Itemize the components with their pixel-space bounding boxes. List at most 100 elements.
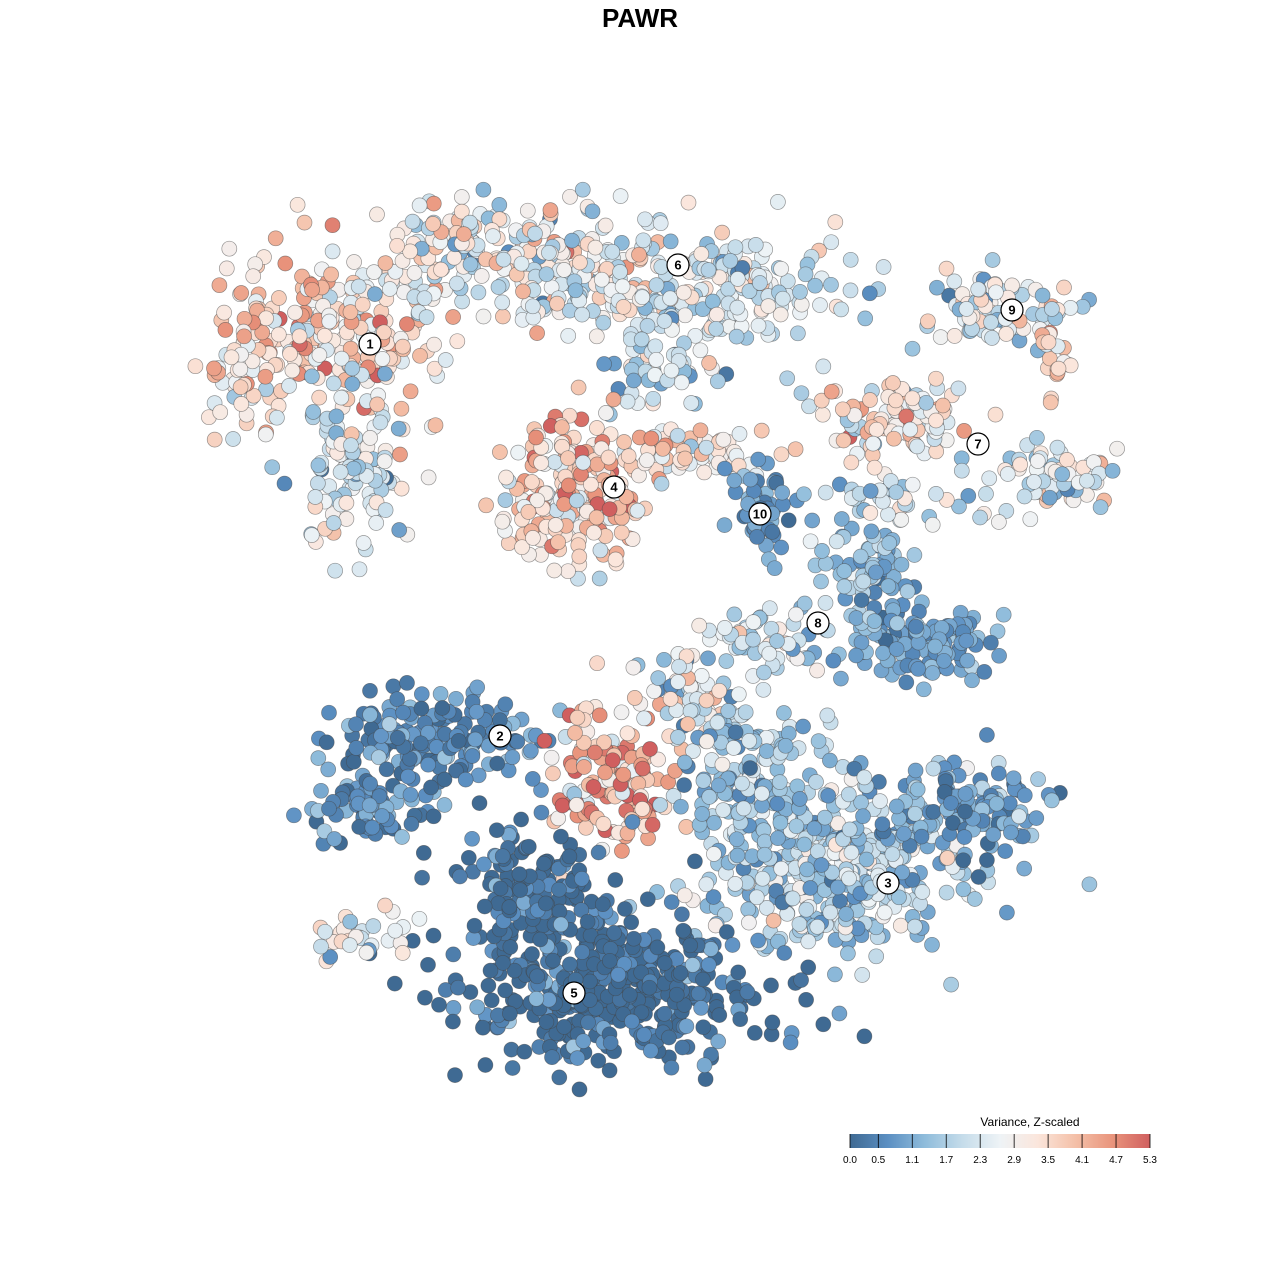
data-point <box>206 360 222 377</box>
data-point <box>665 788 682 804</box>
data-point <box>316 327 333 344</box>
legend-colorbar <box>850 1134 1150 1148</box>
data-point <box>362 430 378 446</box>
data-point <box>233 285 250 301</box>
data-point <box>475 1019 491 1036</box>
data-point <box>756 833 773 850</box>
data-point <box>544 1049 560 1066</box>
data-point <box>907 762 924 779</box>
data-point <box>692 342 709 359</box>
data-point <box>710 1033 727 1050</box>
cluster-label-badge <box>876 871 900 895</box>
data-point <box>731 426 748 442</box>
data-point <box>355 535 372 551</box>
data-point <box>348 740 365 756</box>
data-point <box>1016 860 1033 877</box>
data-point <box>348 716 364 733</box>
data-point <box>450 733 467 749</box>
data-point <box>995 606 1012 623</box>
legend-tick-label: 1.1 <box>905 1155 919 1166</box>
data-point <box>466 917 483 934</box>
cluster-label-badge <box>602 475 626 499</box>
data-point <box>350 278 367 295</box>
data-point <box>594 896 611 913</box>
data-point <box>494 513 511 530</box>
data-point <box>958 632 975 649</box>
data-point <box>318 734 335 751</box>
data-point <box>987 406 1004 423</box>
data-point <box>791 791 808 807</box>
data-point <box>970 869 987 885</box>
cluster-label-text: 1 <box>366 337 373 352</box>
data-point <box>806 820 823 837</box>
cluster-label-badge <box>488 724 512 748</box>
data-point <box>831 1005 848 1022</box>
data-point <box>663 1059 680 1076</box>
data-point <box>790 325 806 342</box>
data-point <box>817 595 834 611</box>
data-point <box>817 809 833 826</box>
data-point <box>644 816 661 833</box>
data-point <box>822 752 838 769</box>
data-point <box>554 419 570 436</box>
data-point <box>393 480 410 497</box>
data-point <box>959 652 976 669</box>
data-point <box>848 610 865 626</box>
data-point <box>677 450 693 467</box>
data-point <box>693 1000 709 1016</box>
data-point <box>722 252 739 269</box>
data-point <box>367 286 383 302</box>
data-point <box>524 771 541 787</box>
data-point <box>304 281 320 298</box>
data-point <box>983 314 999 331</box>
data-point <box>1029 429 1045 446</box>
data-point <box>929 279 945 296</box>
data-point <box>313 782 329 799</box>
data-point <box>773 260 789 277</box>
data-point <box>746 1025 763 1041</box>
data-point <box>281 378 297 394</box>
data-point <box>606 925 623 941</box>
data-point <box>554 797 571 814</box>
data-point <box>1042 394 1059 411</box>
data-point <box>446 249 463 266</box>
data-point <box>654 440 671 457</box>
data-point <box>834 401 851 418</box>
data-point <box>766 560 783 577</box>
data-point <box>567 725 583 741</box>
data-point <box>853 592 870 608</box>
data-point <box>619 393 636 410</box>
data-point <box>550 534 566 551</box>
data-point <box>206 431 223 448</box>
data-point <box>225 431 241 447</box>
data-point <box>390 420 407 437</box>
data-point <box>1041 489 1058 506</box>
data-point <box>445 1013 461 1030</box>
data-point <box>925 760 942 777</box>
data-point <box>502 1005 518 1022</box>
data-point <box>546 562 563 579</box>
data-point <box>449 333 466 350</box>
data-point <box>893 556 910 573</box>
data-point <box>547 517 564 533</box>
data-point <box>647 338 664 355</box>
data-point <box>490 279 507 295</box>
data-point <box>437 352 454 368</box>
data-point <box>750 317 767 334</box>
data-point <box>333 389 350 406</box>
data-point <box>491 211 508 227</box>
data-point <box>580 1014 596 1031</box>
data-point <box>471 795 488 811</box>
data-point <box>516 1043 533 1060</box>
data-point <box>270 326 287 343</box>
legend-title: Variance, Z-scaled <box>980 1115 1079 1129</box>
data-point <box>728 831 745 848</box>
data-point <box>944 814 961 831</box>
data-point <box>852 548 869 565</box>
data-point <box>406 265 423 281</box>
data-point <box>425 195 442 212</box>
data-point <box>656 1005 673 1022</box>
data-point <box>672 965 689 981</box>
data-point <box>988 795 1005 812</box>
data-point <box>344 376 361 392</box>
